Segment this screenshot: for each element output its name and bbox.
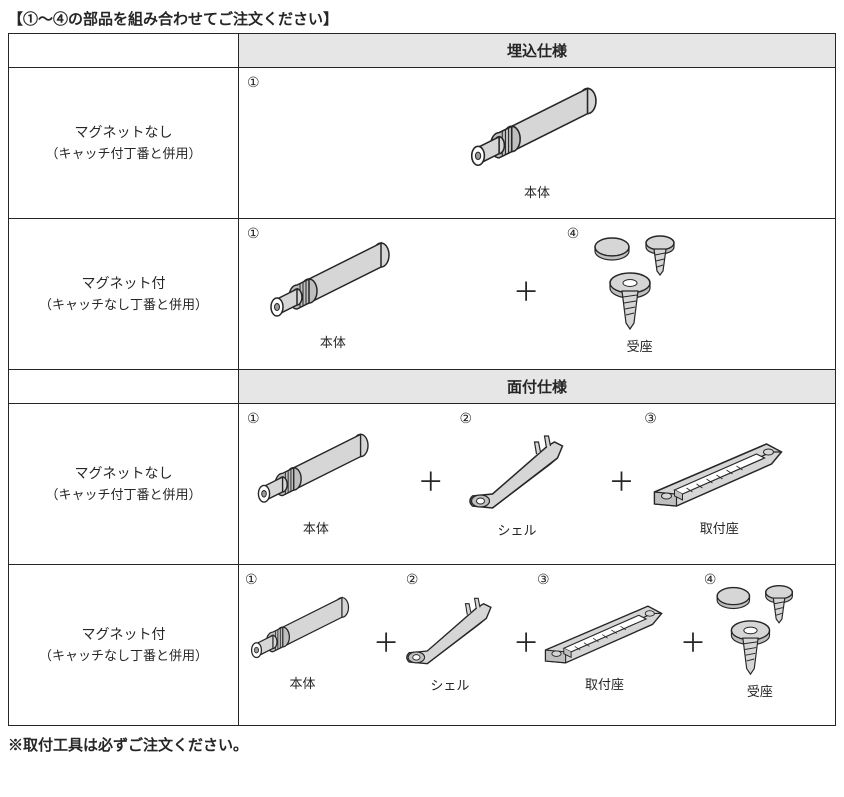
table-row: マグネットなし （キャッチ付丁番と併用） ① 本体	[9, 68, 836, 219]
part-body: 本体	[245, 589, 360, 692]
circled-3: ③	[644, 410, 657, 427]
body-icon	[462, 80, 612, 180]
row-label-withmagnet: マグネット付 （キャッチなし丁番と併用）	[9, 219, 239, 370]
plus-icon: ＋	[609, 462, 635, 499]
part-shell: シェル	[400, 589, 500, 694]
circled-1: ①	[247, 410, 260, 427]
plus-icon: ＋	[513, 272, 539, 309]
shell-icon	[400, 589, 500, 673]
mount-icon	[537, 597, 672, 672]
plus-icon: ＋	[513, 623, 539, 660]
part-body: 本体	[251, 426, 381, 537]
body-icon	[263, 235, 403, 330]
header-surface: 面付仕様	[239, 370, 836, 404]
shell-icon	[460, 426, 575, 518]
row-label-nomagnet: マグネットなし （キャッチ付丁番と併用）	[9, 68, 239, 219]
plus-icon: ＋	[418, 462, 444, 499]
part-mount: 取付座	[644, 434, 794, 537]
part-seat: 受座	[585, 229, 695, 355]
body-icon	[245, 589, 360, 671]
circled-2: ②	[460, 410, 473, 427]
table-embedded: 埋込仕様 マグネットなし （キャッチ付丁番と併用） ① 本体 マグネット付 （キ…	[8, 33, 836, 370]
table-row: マグネット付 （キャッチなし丁番と併用） ① ② ③ ④ 本体 ＋ シェル ＋	[9, 565, 836, 726]
circled-3: ③	[537, 571, 550, 588]
body-icon	[251, 426, 381, 516]
row-label-nomagnet: マグネットなし （キャッチ付丁番と併用）	[9, 404, 239, 565]
mount-icon	[644, 434, 794, 516]
page-title: 【①〜④の部品を組み合わせてご注文ください】	[8, 8, 836, 29]
circled-2: ②	[406, 571, 419, 588]
row-label-withmagnet: マグネット付 （キャッチなし丁番と併用）	[9, 565, 239, 726]
circled-1: ①	[247, 225, 260, 242]
footnote: ※取付工具は必ずご注文ください。	[8, 734, 836, 755]
plus-icon: ＋	[373, 623, 399, 660]
circled-1: ①	[247, 74, 260, 91]
header-embedded: 埋込仕様	[239, 34, 836, 68]
circled-1: ①	[245, 571, 258, 588]
table-row: マグネットなし （キャッチ付丁番と併用） ① ② ③ 本体 ＋ シェル ＋	[9, 404, 836, 565]
part-seat: 受座	[710, 579, 810, 700]
seat-icon	[710, 579, 810, 679]
part-body: 本体	[263, 235, 403, 351]
seat-icon	[585, 229, 695, 334]
circled-4: ④	[567, 225, 580, 242]
table-row: マグネット付 （キャッチなし丁番と併用） ① ④ 本体 ＋ 受座	[9, 219, 836, 370]
plus-icon: ＋	[680, 623, 706, 660]
part-body: 本体	[462, 80, 612, 201]
part-mount: 取付座	[537, 597, 672, 693]
table-surface: 面付仕様 マグネットなし （キャッチ付丁番と併用） ① ② ③ 本体 ＋ シェル	[8, 369, 836, 726]
part-shell: シェル	[460, 426, 575, 539]
